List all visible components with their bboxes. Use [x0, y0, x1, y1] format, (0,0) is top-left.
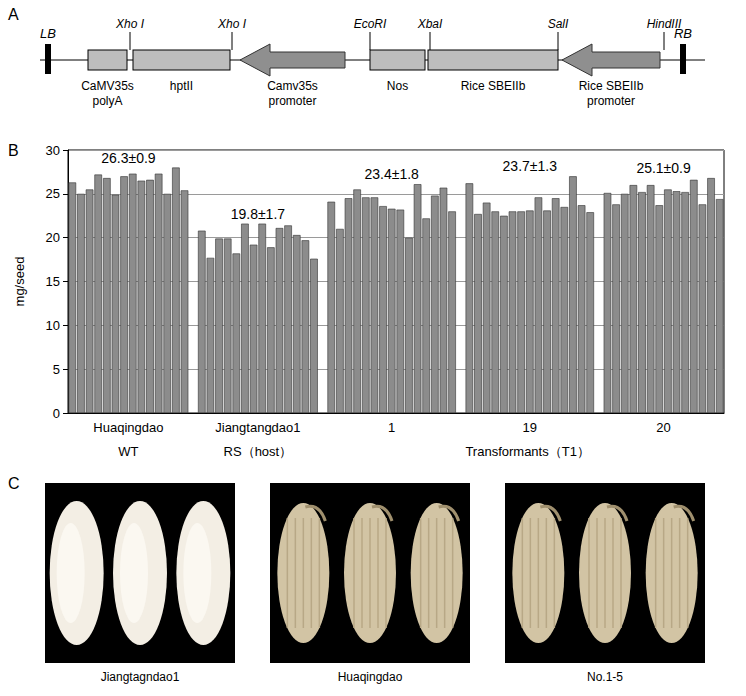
svg-text:SalI: SalI: [548, 17, 569, 31]
svg-text:15: 15: [46, 274, 60, 289]
svg-text:No.1-5: No.1-5: [587, 670, 623, 684]
svg-text:A: A: [8, 6, 19, 23]
svg-text:0: 0: [53, 406, 60, 421]
svg-text:Transformants（T1）: Transformants（T1）: [465, 444, 590, 459]
svg-text:23.7±1.3: 23.7±1.3: [503, 158, 558, 174]
svg-text:promoter: promoter: [587, 94, 635, 108]
svg-text:Xho I: Xho I: [217, 17, 247, 31]
svg-text:Huaqingdao: Huaqingdao: [93, 420, 163, 435]
svg-text:20: 20: [656, 420, 670, 435]
svg-text:Jiangtagndao1: Jiangtagndao1: [101, 670, 180, 684]
svg-text:25: 25: [46, 186, 60, 201]
svg-text:RS（host）: RS（host）: [224, 444, 293, 459]
svg-text:Xho I: Xho I: [115, 17, 145, 31]
svg-text:EcoRI: EcoRI: [354, 17, 387, 31]
svg-text:promoter: promoter: [268, 94, 316, 108]
svg-text:Nos: Nos: [387, 79, 408, 93]
svg-text:25.1±0.9: 25.1±0.9: [636, 160, 691, 176]
svg-text:1: 1: [388, 420, 395, 435]
svg-text:WT: WT: [118, 444, 138, 459]
svg-text:mg/seed: mg/seed: [12, 257, 27, 307]
svg-text:Camv35s: Camv35s: [267, 79, 318, 93]
svg-text:B: B: [8, 142, 19, 159]
svg-text:19: 19: [523, 420, 537, 435]
svg-text:Rice SBEIIb: Rice SBEIIb: [461, 79, 526, 93]
svg-text:5: 5: [53, 362, 60, 377]
svg-text:XbaI: XbaI: [417, 17, 443, 31]
svg-text:polyA: polyA: [92, 94, 122, 108]
svg-text:23.4±1.8: 23.4±1.8: [364, 166, 419, 182]
svg-text:HindIII: HindIII: [647, 17, 682, 31]
svg-text:LB: LB: [40, 26, 56, 41]
svg-text:C: C: [8, 475, 20, 492]
svg-text:30: 30: [46, 143, 60, 158]
svg-text:26.3±0.9: 26.3±0.9: [101, 150, 156, 166]
svg-text:Rice SBEIIb: Rice SBEIIb: [579, 79, 644, 93]
svg-text:RB: RB: [674, 26, 692, 41]
svg-text:19.8±1.7: 19.8±1.7: [231, 206, 286, 222]
svg-text:20: 20: [46, 230, 60, 245]
svg-text:10: 10: [46, 318, 60, 333]
svg-text:Huaqingdao: Huaqingdao: [338, 670, 403, 684]
svg-text:CaMV35s: CaMV35s: [81, 79, 134, 93]
svg-text:Jiangtangdao1: Jiangtangdao1: [215, 420, 300, 435]
svg-text:hptII: hptII: [170, 79, 193, 93]
